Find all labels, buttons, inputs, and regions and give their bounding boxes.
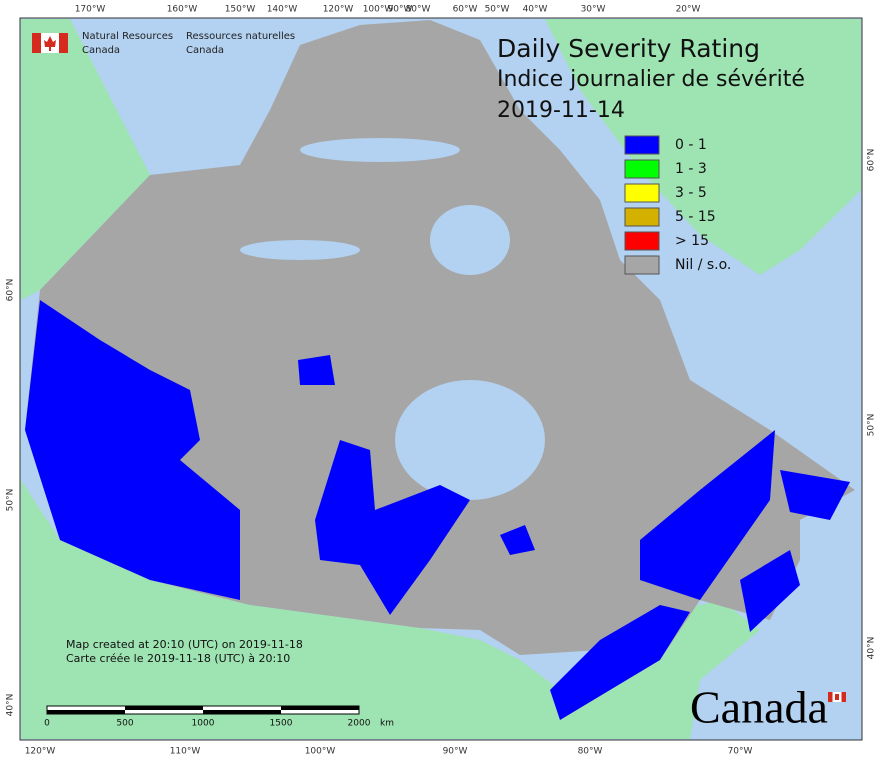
graticule-label: 160°W — [167, 5, 198, 15]
graticule-label: 40°W — [523, 5, 548, 15]
graticule-label: 60°N — [867, 149, 877, 172]
foxe-basin — [430, 205, 510, 275]
alaska — [21, 19, 150, 300]
scale-bar — [46, 705, 360, 715]
agency-name-en: Canada — [82, 45, 120, 56]
agency-name-fr: Ressources naturelles — [186, 31, 295, 42]
title-fr: Indice journalier de sévérité — [497, 67, 805, 92]
graticule-label: 110°W — [170, 747, 201, 757]
credit-line: Carte créée le 2019-11-18 (UTC) à 20:10 — [66, 652, 290, 665]
legend-swatch — [624, 135, 660, 155]
hudson-bay — [395, 380, 545, 500]
greenland — [545, 19, 861, 275]
legend-swatch — [624, 183, 660, 203]
graticule-label: 150°W — [225, 5, 256, 15]
graticule-label: 60°W — [453, 5, 478, 15]
scale-label: 0 — [44, 719, 50, 729]
graticule-label: 100°W — [363, 5, 394, 15]
rating-zone — [298, 355, 335, 385]
scale-label: 500 — [116, 719, 133, 729]
rating-zone — [25, 300, 240, 600]
graticule-label: 80°W — [406, 5, 431, 15]
graticule-label: 40°N — [6, 694, 16, 717]
graticule-label: 170°W — [75, 5, 106, 15]
wordmark-flag — [828, 692, 846, 702]
rating-zone — [640, 430, 775, 600]
graticule-label: 50°N — [867, 414, 877, 437]
scale-label: 1500 — [270, 719, 293, 729]
graticule-label: 80°W — [578, 747, 603, 757]
legend-swatch — [624, 207, 660, 227]
legend-label: 0 - 1 — [675, 137, 707, 153]
arctic-channel — [240, 240, 360, 260]
arctic-channel — [300, 138, 460, 162]
legend-label: 5 - 15 — [675, 209, 716, 225]
graticule-label: 140°W — [267, 5, 298, 15]
rating-zone — [315, 440, 470, 615]
legend-label: Nil / s.o. — [675, 257, 731, 273]
flag-icon — [32, 33, 68, 53]
rating-zone — [500, 525, 535, 555]
scale-unit: km — [380, 719, 394, 729]
graticule-label: 120°W — [25, 747, 56, 757]
rating-zone — [780, 470, 850, 520]
title-en: Daily Severity Rating — [497, 34, 760, 63]
graticule-label: 120°W — [323, 5, 354, 15]
scale-label: 2000 — [348, 719, 371, 729]
graticule-label: 30°W — [581, 5, 606, 15]
rating-zone — [740, 550, 800, 632]
legend-swatch — [624, 159, 660, 179]
rating-zone — [550, 605, 690, 720]
agency-name-en: Natural Resources — [82, 31, 173, 42]
graticule-label: 40°N — [867, 637, 877, 660]
legend-label: > 15 — [675, 233, 709, 249]
agency-name-fr: Canada — [186, 45, 224, 56]
legend-label: 1 - 3 — [675, 161, 707, 177]
map-date: 2019-11-14 — [497, 98, 625, 123]
credit-line: Map created at 20:10 (UTC) on 2019-11-18 — [66, 638, 303, 651]
legend-swatch — [624, 231, 660, 251]
united-states — [21, 480, 760, 739]
legend-label: 3 - 5 — [675, 185, 707, 201]
graticule-label: 70°W — [728, 747, 753, 757]
legend-swatch — [624, 255, 660, 275]
graticule-label: 20°W — [676, 5, 701, 15]
graticule-label: 100°W — [305, 747, 336, 757]
graticule-label: 50°W — [485, 5, 510, 15]
wordmark: Canada — [690, 682, 828, 733]
graticule-label: 90°W — [388, 5, 413, 15]
graticule-label: 90°W — [443, 747, 468, 757]
graticule-label: 60°N — [6, 279, 16, 302]
scale-label: 1000 — [192, 719, 215, 729]
graticule-label: 50°N — [6, 489, 16, 512]
